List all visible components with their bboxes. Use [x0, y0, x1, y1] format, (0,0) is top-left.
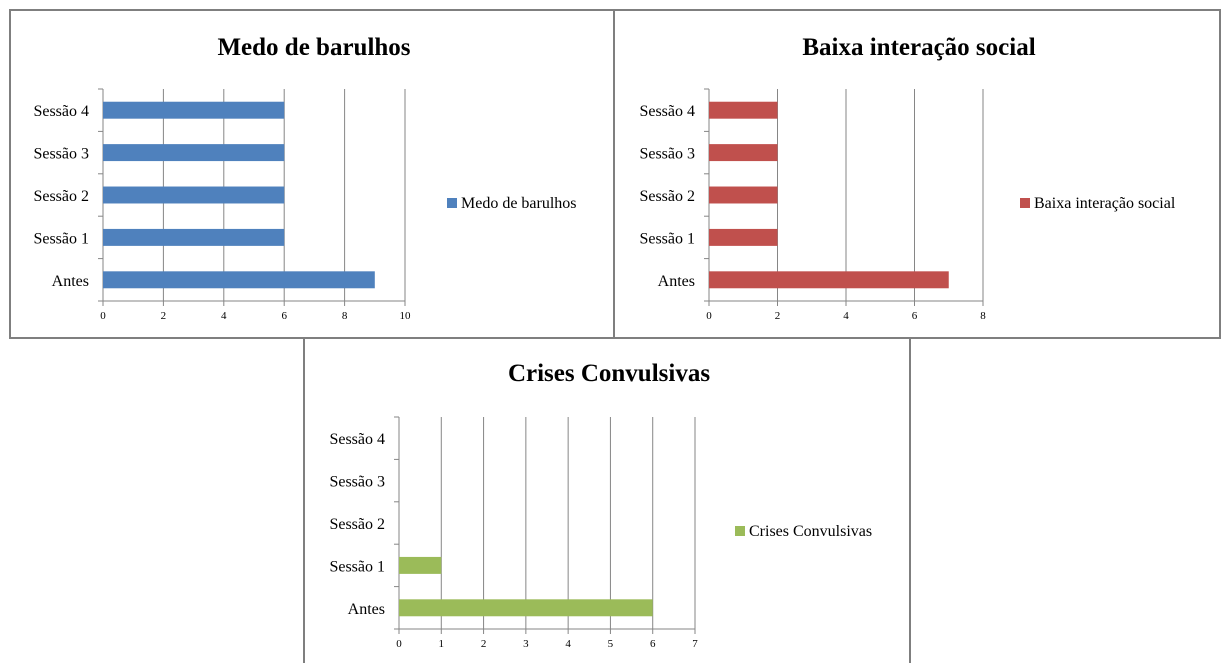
chart-svg: Crises Convulsivas 0 1 2 3 4 5 6 7 Antes Sessão 1 S…: [329, 360, 872, 650]
x-tick-label: 2: [775, 310, 781, 322]
chart-panel-medo-de-barulhos: Medo de barulhos 0 2 4 6 8 10 Antes Sessão 1 Sess…: [9, 9, 615, 339]
x-tick-label: 0: [100, 310, 106, 322]
legend-label: Medo de barulhos: [461, 195, 577, 212]
x-tick-label: 4: [565, 638, 571, 650]
bar: [709, 228, 778, 246]
category-label: Sessão 4: [33, 103, 89, 120]
bar: [103, 271, 375, 289]
category-label: Sessão 1: [639, 230, 695, 247]
bar: [709, 144, 778, 162]
chart-svg: Baixa interação social 0 2 4 6 8 Antes Sessão 1…: [639, 34, 1176, 322]
category-label: Sessão 2: [639, 188, 695, 205]
x-tick-label: 2: [481, 638, 487, 650]
category-label: Sessão 3: [639, 146, 695, 163]
chart-panel-crises-convulsivas: Crises Convulsivas 0 1 2 3 4 5 6 7 Antes Sessão 1 S…: [303, 337, 911, 663]
x-tick-label: 6: [281, 310, 287, 322]
x-tick-label: 6: [912, 310, 918, 322]
bar: [103, 101, 285, 119]
category-label: Antes: [348, 601, 385, 618]
category-label: Sessão 2: [33, 188, 89, 205]
chart-title: Baixa interação social: [802, 34, 1035, 61]
category-label: Sessão 2: [329, 516, 385, 533]
x-tick-label: 1: [439, 638, 445, 650]
x-tick-label: 2: [161, 310, 167, 322]
chart-title: Medo de barulhos: [217, 34, 410, 61]
bar: [399, 599, 653, 617]
legend-label: Crises Convulsivas: [749, 523, 872, 540]
x-tick-label: 8: [342, 310, 348, 322]
legend-swatch: [447, 198, 457, 208]
category-label: Sessão 3: [329, 474, 385, 491]
bar: [709, 271, 949, 289]
x-tick-label: 0: [396, 638, 402, 650]
x-tick-label: 5: [608, 638, 614, 650]
x-tick-label: 8: [980, 310, 986, 322]
x-tick-label: 10: [400, 310, 412, 322]
x-tick-label: 3: [523, 638, 529, 650]
bar: [399, 556, 442, 574]
category-label: Sessão 1: [329, 558, 385, 575]
x-tick-label: 6: [650, 638, 656, 650]
legend-swatch: [735, 526, 745, 536]
bar: [103, 186, 285, 204]
category-label: Antes: [52, 273, 89, 290]
legend-swatch: [1020, 198, 1030, 208]
x-tick-label: 7: [692, 638, 698, 650]
bar: [103, 228, 285, 246]
bar: [103, 144, 285, 162]
bar: [709, 186, 778, 204]
x-tick-label: 4: [843, 310, 849, 322]
category-label: Sessão 3: [33, 146, 89, 163]
category-label: Sessão 4: [329, 431, 385, 448]
category-label: Sessão 1: [33, 230, 89, 247]
x-tick-label: 4: [221, 310, 227, 322]
legend-label: Baixa interação social: [1034, 195, 1176, 212]
chart-svg: Medo de barulhos 0 2 4 6 8 10 Antes Sessão 1 Sess…: [33, 34, 577, 322]
chart-title: Crises Convulsivas: [508, 360, 710, 387]
category-label: Antes: [658, 273, 695, 290]
bar: [709, 101, 778, 119]
chart-panel-baixa-interacao-social: Baixa interação social 0 2 4 6 8 Antes Sessão 1…: [613, 9, 1221, 339]
x-tick-label: 0: [706, 310, 712, 322]
category-label: Sessão 4: [639, 103, 695, 120]
